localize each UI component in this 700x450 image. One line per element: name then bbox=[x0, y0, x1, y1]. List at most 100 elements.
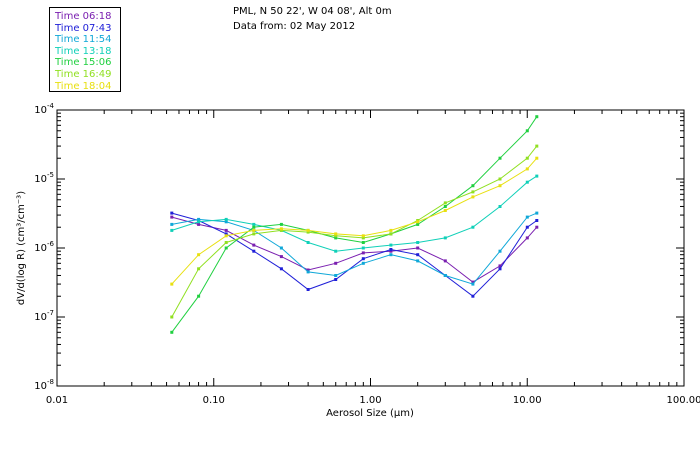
y-tick-base: 10 bbox=[34, 243, 47, 254]
y-tick-base: 10 bbox=[34, 174, 47, 185]
data-point bbox=[389, 248, 393, 251]
chart-title: PML, N 50 22', W 04 08', Alt 0m bbox=[233, 6, 392, 17]
legend-item: Time 15:06 bbox=[55, 57, 112, 69]
data-point bbox=[306, 230, 310, 234]
data-point bbox=[525, 236, 529, 240]
y-tick-exponent: -6 bbox=[47, 240, 55, 248]
data-point bbox=[361, 236, 365, 240]
legend-item: Time 06:18 bbox=[55, 11, 112, 22]
data-point bbox=[334, 278, 338, 281]
data-point bbox=[224, 234, 228, 238]
data-point bbox=[361, 261, 365, 265]
data-point bbox=[334, 234, 338, 238]
series-time-15-06 bbox=[170, 115, 539, 334]
series-time-06-18 bbox=[170, 215, 539, 284]
data-point bbox=[170, 222, 174, 226]
data-point bbox=[252, 222, 256, 226]
data-point bbox=[197, 220, 201, 224]
data-point bbox=[471, 282, 475, 286]
data-point bbox=[525, 156, 529, 160]
series-line bbox=[171, 212, 538, 297]
data-point bbox=[170, 330, 174, 334]
data-point bbox=[279, 255, 283, 259]
data-point bbox=[525, 129, 529, 133]
data-point bbox=[306, 241, 310, 244]
legend-item: Time 16:49 bbox=[55, 69, 112, 80]
data-point bbox=[279, 222, 283, 226]
y-tick-exponent: -5 bbox=[47, 171, 54, 179]
legend-item: Time 11:54 bbox=[55, 34, 112, 46]
data-point bbox=[498, 177, 502, 181]
data-point bbox=[443, 205, 447, 208]
data-point bbox=[224, 220, 228, 224]
data-point bbox=[361, 241, 365, 244]
data-point bbox=[389, 243, 393, 247]
data-point bbox=[498, 184, 502, 188]
x-tick-label: 10.00 bbox=[513, 395, 542, 406]
data-point bbox=[197, 294, 201, 298]
data-point bbox=[224, 228, 228, 232]
data-point bbox=[471, 294, 475, 298]
data-point bbox=[471, 280, 475, 284]
data-point bbox=[525, 180, 529, 184]
x-tick-label: 1.00 bbox=[359, 395, 381, 406]
data-point bbox=[416, 222, 420, 226]
data-point bbox=[306, 270, 310, 274]
data-point bbox=[416, 220, 420, 224]
data-point bbox=[197, 217, 201, 221]
data-point bbox=[535, 211, 539, 215]
x-tick-label: 0.01 bbox=[46, 395, 68, 406]
data-point bbox=[525, 215, 529, 219]
data-point bbox=[170, 315, 174, 319]
legend-item: Time 18:04 bbox=[55, 80, 112, 92]
data-point bbox=[535, 144, 539, 148]
data-point bbox=[498, 205, 502, 208]
series-time-07-43 bbox=[170, 211, 539, 298]
data-point bbox=[361, 246, 365, 250]
data-point bbox=[389, 253, 393, 257]
y-tick-label: 10-8 bbox=[34, 378, 54, 392]
chart-subtitle: Data from: 02 May 2012 bbox=[233, 21, 356, 32]
data-point bbox=[498, 264, 502, 268]
data-point bbox=[306, 268, 310, 272]
data-point bbox=[471, 184, 475, 188]
data-point bbox=[525, 167, 529, 171]
data-point bbox=[279, 227, 283, 231]
data-point bbox=[252, 228, 256, 232]
legend: Time 06:18 Time 07:43 Time 11:54 Time 13:18… bbox=[49, 7, 121, 92]
data-point bbox=[170, 282, 174, 286]
data-point bbox=[279, 228, 283, 232]
series-time-18-04 bbox=[170, 156, 539, 286]
data-point bbox=[361, 251, 365, 255]
data-point bbox=[252, 243, 256, 247]
data-point bbox=[197, 222, 201, 226]
series-line bbox=[171, 116, 538, 333]
y-tick-label: 10-7 bbox=[34, 309, 54, 323]
data-point bbox=[170, 215, 174, 219]
data-point bbox=[498, 267, 502, 271]
legend-item: Time 13:18 bbox=[55, 45, 112, 57]
legend-item: Time 07:43 bbox=[55, 22, 112, 34]
y-tick-base: 10 bbox=[34, 105, 47, 116]
plot-area-frame bbox=[56, 109, 685, 387]
data-point bbox=[389, 228, 393, 232]
data-point bbox=[443, 201, 447, 205]
x-tick-label: 0.10 bbox=[203, 395, 225, 406]
y-axis: 10-410-510-610-710-8 bbox=[34, 102, 684, 392]
data-point bbox=[361, 234, 365, 238]
data-point bbox=[471, 225, 475, 229]
y-tick-label: 10-6 bbox=[34, 240, 54, 254]
data-point bbox=[306, 288, 310, 291]
data-point bbox=[224, 246, 228, 250]
y-tick-label: 10-4 bbox=[34, 102, 54, 116]
data-point bbox=[334, 232, 338, 236]
data-point bbox=[389, 249, 393, 253]
data-point bbox=[252, 249, 256, 253]
data-point bbox=[306, 228, 310, 232]
y-tick-label: 10-5 bbox=[34, 171, 54, 185]
data-point bbox=[535, 156, 539, 160]
data-point bbox=[279, 267, 283, 271]
data-point bbox=[416, 259, 420, 263]
data-point bbox=[535, 225, 539, 229]
